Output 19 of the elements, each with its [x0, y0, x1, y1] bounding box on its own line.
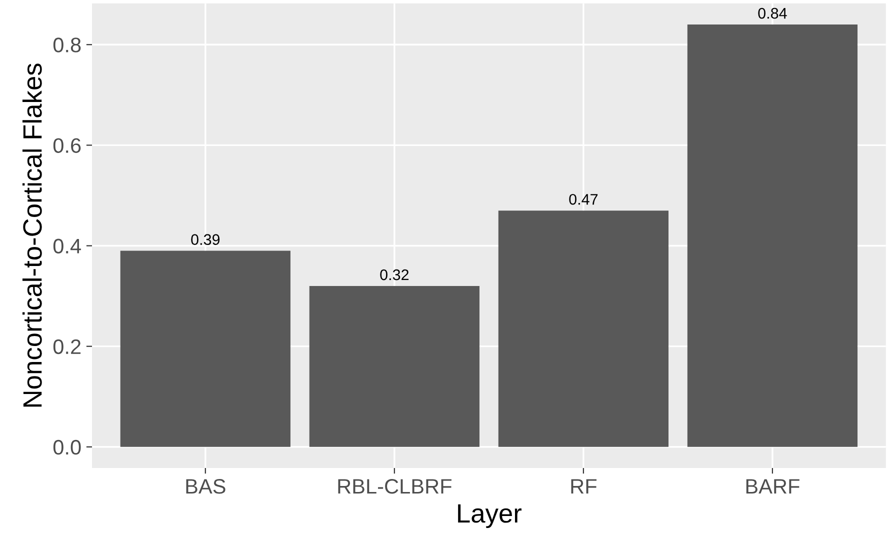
y-tick-label: 0.4: [53, 238, 81, 254]
y-tick-label: 0.8: [53, 38, 81, 52]
y-tick-label: 0.2: [53, 339, 81, 354]
x-tick-label: BAS: [186, 478, 226, 494]
data-label: 0.39: [191, 234, 220, 245]
bar: [309, 286, 480, 447]
bar: [120, 250, 290, 447]
y-tick-label: 0.6: [53, 138, 81, 153]
data-label: 0.32: [380, 269, 409, 280]
y-tick-label: 0.0: [53, 440, 81, 455]
x-tick-label: BARF: [746, 479, 800, 494]
x-tick-label: RF: [571, 479, 596, 494]
data-label: 0.84: [758, 8, 787, 19]
x-axis-title: Layer: [458, 504, 522, 528]
bar: [687, 24, 858, 447]
bar: [498, 210, 668, 447]
y-axis-title: Noncortical-to-Cortical Flakes: [22, 64, 42, 407]
x-tick-label: RBL-CLBRF: [338, 478, 452, 494]
data-label: 0.47: [569, 194, 598, 205]
